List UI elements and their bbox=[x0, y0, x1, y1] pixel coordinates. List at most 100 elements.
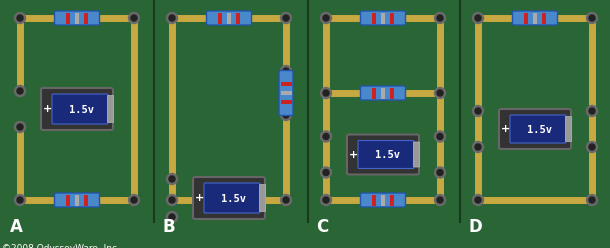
Circle shape bbox=[320, 167, 331, 178]
Circle shape bbox=[475, 108, 481, 114]
Bar bbox=[154, 0, 304, 222]
FancyBboxPatch shape bbox=[414, 142, 420, 167]
Circle shape bbox=[434, 88, 445, 98]
Bar bbox=[381, 88, 385, 98]
Circle shape bbox=[131, 197, 137, 203]
Bar bbox=[218, 12, 222, 24]
Text: 1.5v: 1.5v bbox=[220, 194, 245, 204]
Circle shape bbox=[169, 176, 175, 182]
FancyBboxPatch shape bbox=[52, 94, 108, 124]
Circle shape bbox=[473, 194, 484, 206]
Circle shape bbox=[169, 197, 175, 203]
Circle shape bbox=[473, 105, 484, 117]
FancyBboxPatch shape bbox=[499, 109, 571, 149]
Circle shape bbox=[589, 197, 595, 203]
Circle shape bbox=[129, 194, 140, 206]
Circle shape bbox=[473, 142, 484, 153]
Bar bbox=[281, 91, 292, 95]
Circle shape bbox=[283, 68, 289, 74]
Circle shape bbox=[169, 15, 175, 21]
Circle shape bbox=[437, 197, 443, 203]
Text: 1.5v: 1.5v bbox=[375, 151, 400, 160]
Circle shape bbox=[320, 88, 331, 98]
Circle shape bbox=[17, 124, 23, 130]
Circle shape bbox=[283, 112, 289, 118]
FancyBboxPatch shape bbox=[510, 115, 566, 143]
Text: 1.5v: 1.5v bbox=[526, 125, 551, 135]
Circle shape bbox=[586, 142, 598, 153]
Bar bbox=[372, 88, 376, 98]
FancyBboxPatch shape bbox=[204, 183, 260, 213]
Bar bbox=[381, 194, 385, 206]
Circle shape bbox=[167, 194, 178, 206]
Text: +: + bbox=[43, 104, 52, 114]
FancyBboxPatch shape bbox=[54, 11, 99, 25]
Bar bbox=[236, 12, 240, 24]
Circle shape bbox=[15, 12, 26, 24]
Text: B: B bbox=[162, 218, 174, 236]
Circle shape bbox=[283, 197, 289, 203]
Circle shape bbox=[434, 167, 445, 178]
Circle shape bbox=[167, 212, 178, 222]
Circle shape bbox=[283, 15, 289, 21]
Text: A: A bbox=[10, 218, 23, 236]
Circle shape bbox=[167, 12, 178, 24]
Circle shape bbox=[320, 12, 331, 24]
Circle shape bbox=[281, 194, 292, 206]
Bar bbox=[390, 194, 394, 206]
Circle shape bbox=[473, 12, 484, 24]
FancyBboxPatch shape bbox=[347, 134, 419, 175]
Bar bbox=[75, 194, 79, 206]
Bar bbox=[281, 100, 292, 104]
Circle shape bbox=[434, 131, 445, 142]
FancyBboxPatch shape bbox=[193, 177, 265, 219]
Circle shape bbox=[320, 131, 331, 142]
Bar bbox=[84, 194, 88, 206]
FancyBboxPatch shape bbox=[361, 193, 406, 207]
Circle shape bbox=[437, 90, 443, 96]
Bar bbox=[66, 194, 70, 206]
FancyBboxPatch shape bbox=[361, 86, 406, 100]
Circle shape bbox=[323, 133, 329, 140]
Text: +: + bbox=[350, 150, 359, 159]
Bar bbox=[390, 12, 394, 24]
Circle shape bbox=[15, 86, 26, 96]
FancyBboxPatch shape bbox=[361, 11, 406, 25]
FancyBboxPatch shape bbox=[259, 185, 265, 212]
Circle shape bbox=[434, 12, 445, 24]
Bar bbox=[75, 12, 79, 24]
Circle shape bbox=[323, 169, 329, 176]
Text: ©2008 OdysseyWare, Inc.: ©2008 OdysseyWare, Inc. bbox=[2, 244, 120, 248]
Bar bbox=[281, 82, 292, 86]
Circle shape bbox=[434, 194, 445, 206]
FancyBboxPatch shape bbox=[279, 70, 293, 116]
Circle shape bbox=[281, 65, 292, 76]
Text: D: D bbox=[468, 218, 482, 236]
Circle shape bbox=[17, 197, 23, 203]
Bar bbox=[308, 0, 458, 222]
Text: +: + bbox=[501, 124, 511, 134]
Circle shape bbox=[437, 15, 443, 21]
Bar bbox=[524, 12, 528, 24]
Bar bbox=[460, 0, 610, 222]
Circle shape bbox=[323, 15, 329, 21]
Text: C: C bbox=[316, 218, 328, 236]
Circle shape bbox=[589, 108, 595, 114]
Circle shape bbox=[281, 110, 292, 121]
Circle shape bbox=[323, 90, 329, 96]
Bar bbox=[2, 0, 152, 222]
Circle shape bbox=[167, 174, 178, 185]
Circle shape bbox=[437, 169, 443, 176]
Circle shape bbox=[129, 12, 140, 24]
FancyBboxPatch shape bbox=[41, 88, 113, 130]
Circle shape bbox=[586, 12, 598, 24]
FancyBboxPatch shape bbox=[207, 11, 251, 25]
Circle shape bbox=[320, 194, 331, 206]
Bar bbox=[542, 12, 546, 24]
Bar bbox=[66, 12, 70, 24]
Bar bbox=[390, 88, 394, 98]
Circle shape bbox=[131, 15, 137, 21]
Bar bbox=[372, 12, 376, 24]
Circle shape bbox=[589, 144, 595, 150]
Circle shape bbox=[17, 88, 23, 94]
